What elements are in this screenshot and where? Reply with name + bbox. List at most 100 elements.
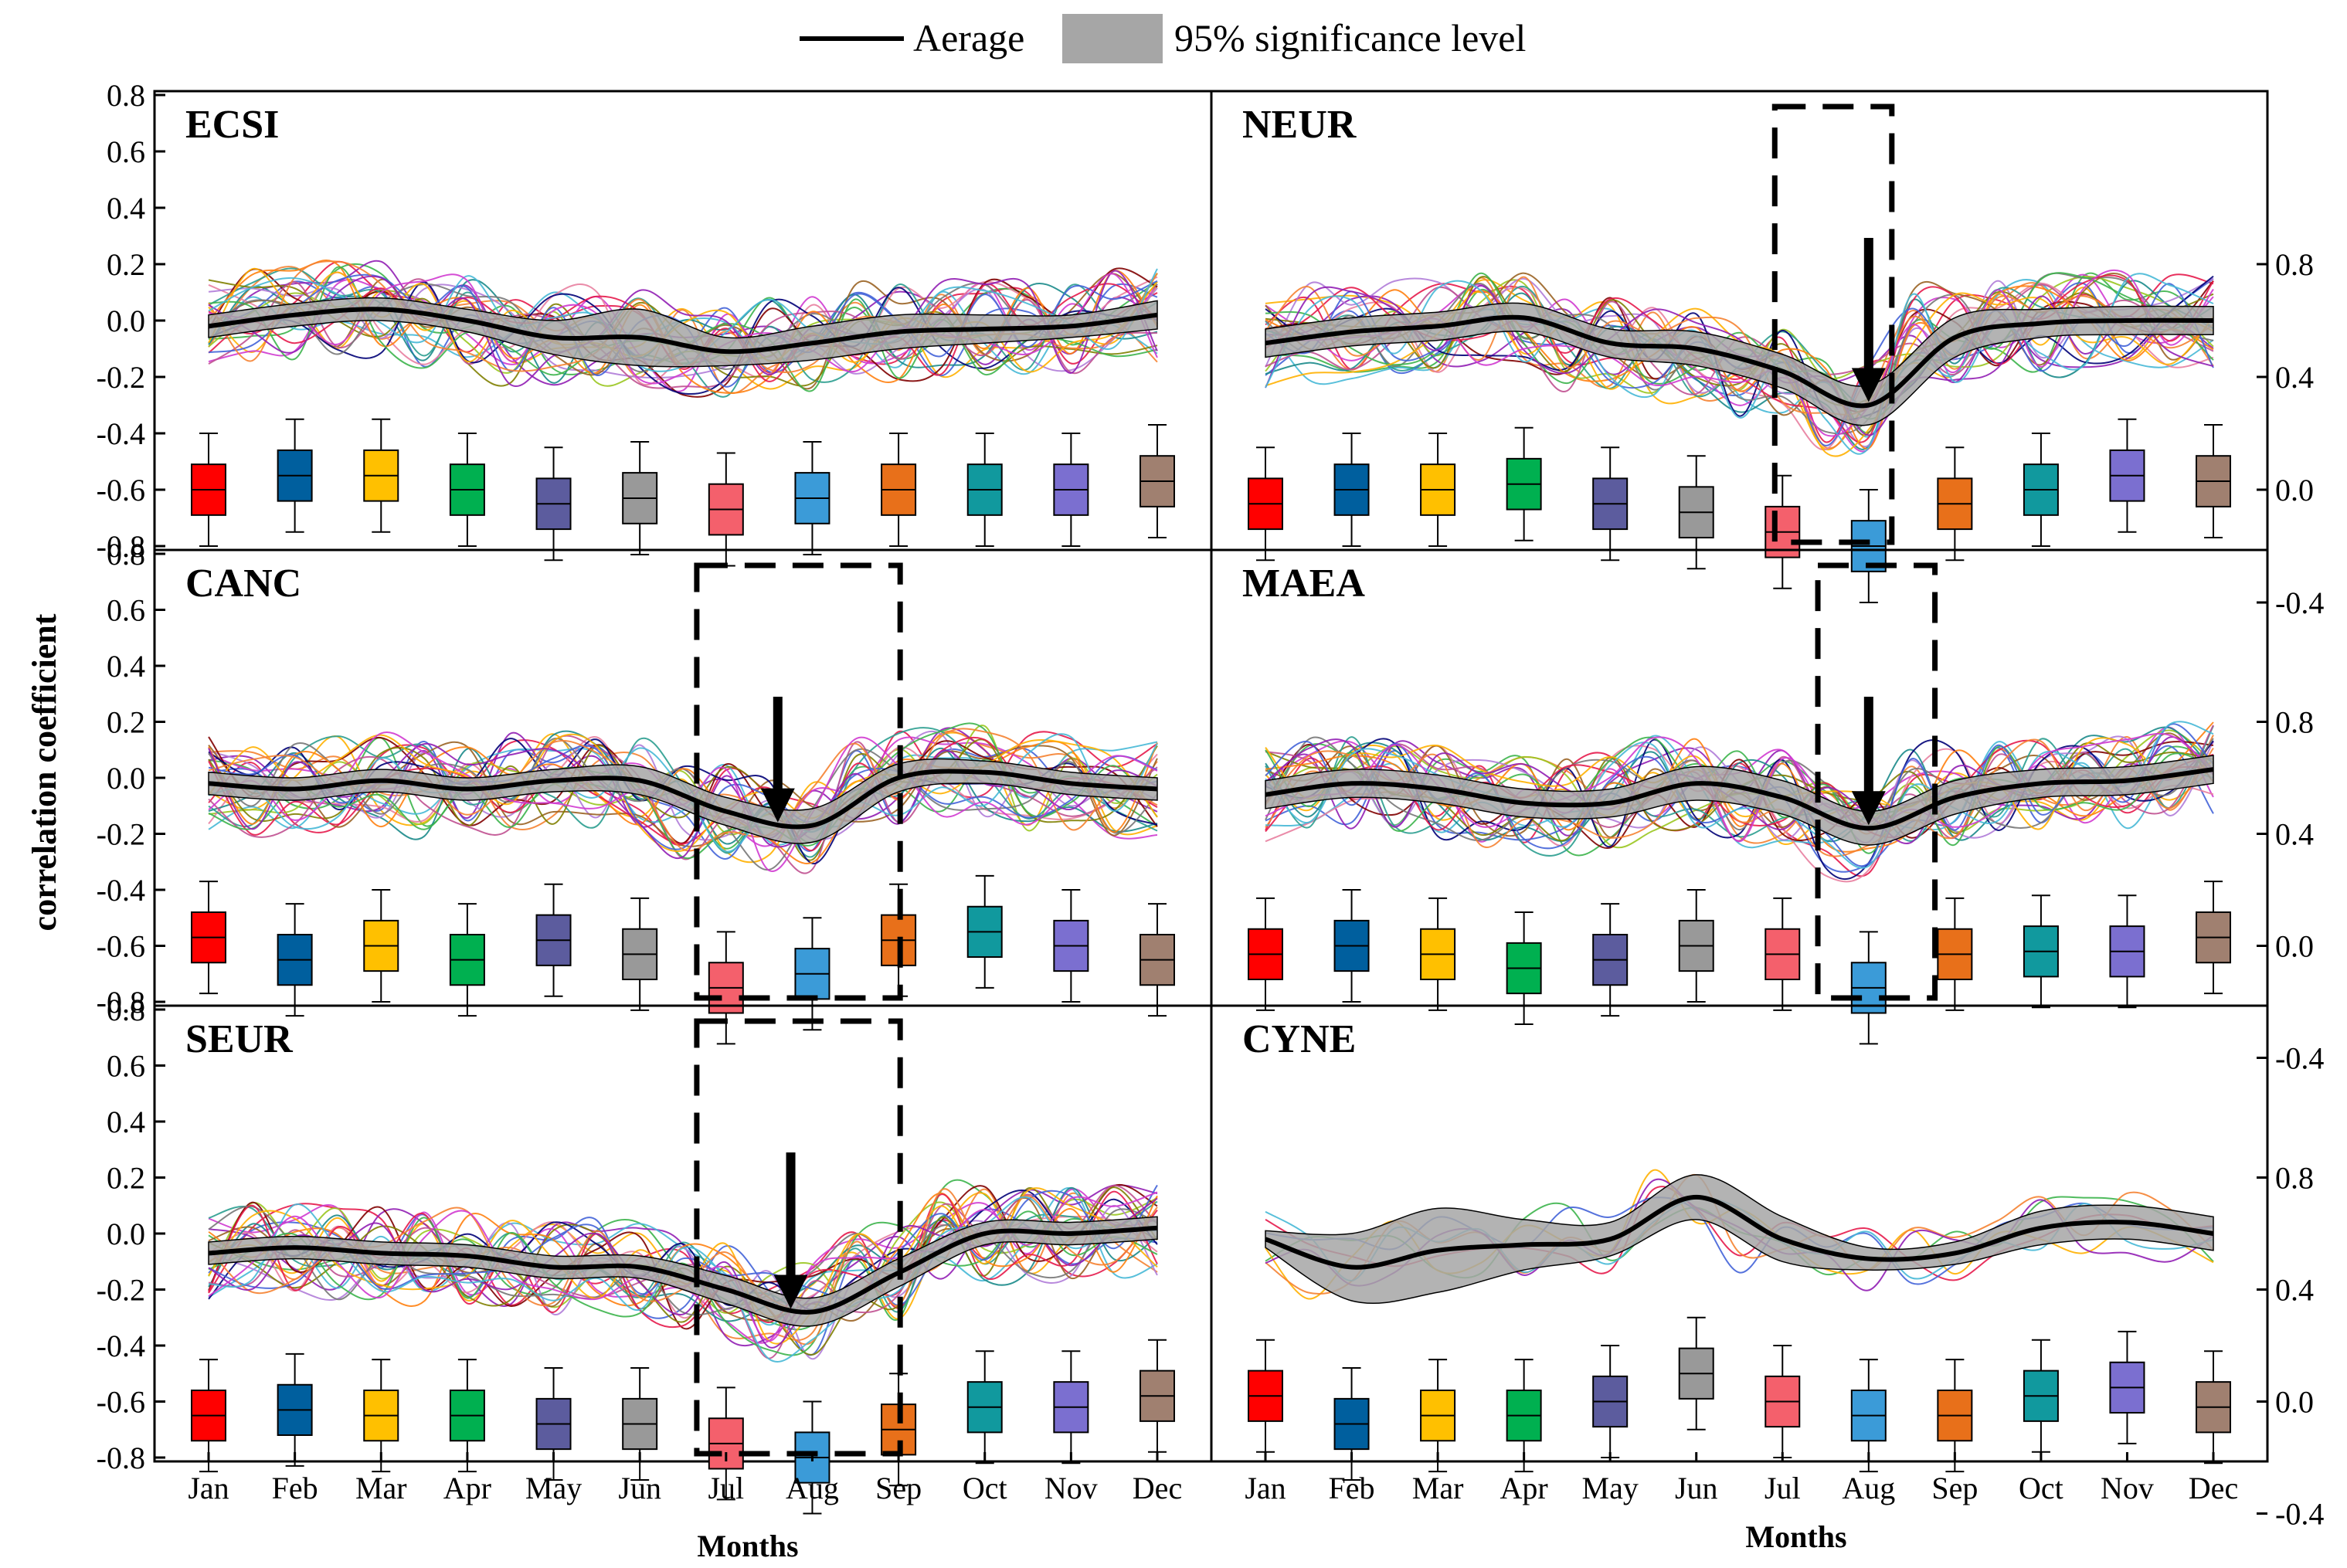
y-tick-label: -0.2	[97, 1273, 145, 1308]
ensemble-line	[1265, 278, 2214, 410]
y-tick-label: -0.6	[97, 473, 145, 507]
ensemble-line	[208, 741, 1158, 860]
ensemble-line	[208, 730, 1158, 841]
x-tick-label: Jun	[1675, 1471, 1718, 1505]
highlight-arrow-head	[760, 788, 795, 823]
x-axis-label-left: Months	[697, 1529, 798, 1563]
highlight-arrow-head	[1851, 368, 1886, 402]
x-tick-label: Dec	[1133, 1471, 1182, 1505]
x-tick-label: Jan	[188, 1471, 229, 1505]
ensemble-line	[208, 1190, 1158, 1329]
highlight-box	[694, 1018, 903, 1457]
y-tick-label: 0.4	[107, 649, 145, 684]
y-tick-label: -0.2	[97, 817, 145, 852]
significance-band	[208, 758, 1158, 844]
average-line	[1265, 1194, 2214, 1270]
y-tick-label: -0.2	[97, 360, 145, 395]
significance-band	[1265, 302, 2214, 426]
right-tick-label: -0.4	[2275, 1497, 2324, 1532]
average-line	[208, 769, 1158, 830]
y-tick-label: -0.6	[97, 929, 145, 964]
x-tick-label: Feb	[272, 1471, 318, 1505]
ensemble-line	[208, 736, 1158, 851]
ensemble-line	[208, 281, 1158, 395]
x-tick-label: Mar	[355, 1471, 407, 1505]
ensemble-line	[208, 1187, 1158, 1345]
y-tick-label: 0.2	[107, 1161, 145, 1196]
x-tick-label: Nov	[1044, 1471, 1098, 1505]
y-tick-label: -0.8	[97, 1441, 145, 1475]
ensemble-line	[1265, 736, 2214, 841]
panel-ecsi: ECSI 0.8 0.6 0.4 0.2 0.0 -0.2 -0.4 -0.6 -0.8	[97, 78, 1213, 567]
panel-maea: MAEA 0.8 0.4 0.0 -0.4	[1210, 548, 2324, 1076]
x-tick-label: May	[1582, 1471, 1639, 1505]
ensemble-line	[1265, 273, 2214, 455]
y-tick-label: 0.0	[107, 1217, 145, 1251]
ensemble-line	[208, 1205, 1158, 1316]
panel-title-cyne: CYNE	[1242, 1017, 1356, 1061]
highlight-arrow-head	[773, 1274, 808, 1309]
y-tick-label: 0.6	[107, 593, 145, 628]
y-tick-label: -0.8	[97, 529, 145, 564]
panel-title-seur: SEUR	[185, 1017, 294, 1061]
y-tick-label: 0.6	[107, 134, 145, 169]
x-tick-label: Jun	[618, 1471, 661, 1505]
x-tick-label: Nov	[2101, 1471, 2154, 1505]
x-tick-label: Oct	[2019, 1471, 2063, 1505]
x-tick-label: Jan	[1245, 1471, 1286, 1505]
x-tick-label: Mar	[1412, 1471, 1464, 1505]
ensemble-line	[1265, 725, 2214, 857]
x-tick-label: Aug	[786, 1471, 839, 1505]
legend: Aerage 95% significance level	[800, 14, 1526, 63]
average-line	[1265, 314, 2214, 409]
y-tick-label: -0.4	[97, 873, 145, 908]
ensemble-line	[208, 273, 1158, 385]
y-tick-label: 0.0	[107, 304, 145, 338]
x-tick-label: Sep	[875, 1471, 922, 1505]
right-tick-label: 0.4	[2275, 360, 2314, 395]
x-axis-label-right: Months	[1745, 1519, 1846, 1554]
ensemble-line	[1265, 736, 2214, 854]
right-tick-label: -0.4	[2275, 1041, 2324, 1076]
y-tick-label: -0.4	[97, 1329, 145, 1363]
ensemble-line	[1265, 272, 2214, 420]
highlight-box	[694, 562, 903, 1001]
right-tick-label: 0.0	[2275, 1385, 2314, 1420]
x-tick-label: Jul	[1764, 1471, 1801, 1505]
ensemble-line	[208, 731, 1158, 872]
right-tick-label: -0.4	[2275, 585, 2324, 620]
y-tick-label: 0.6	[107, 1049, 145, 1084]
legend-band-swatch	[1062, 14, 1163, 63]
y-tick-label: 0.4	[107, 191, 145, 226]
x-tick-label: Dec	[2189, 1471, 2238, 1505]
panel-neur: NEUR 0.8 0.4 0.0 -0.4	[1210, 90, 2324, 620]
ensemble-line	[1265, 738, 2214, 881]
average-line	[208, 1225, 1158, 1315]
panel-title-neur: NEUR	[1242, 103, 1357, 147]
ensemble-line	[208, 738, 1158, 861]
x-tick-label: Aug	[1842, 1471, 1895, 1505]
y-tick-label: 0.8	[107, 537, 145, 572]
ensemble-line	[1265, 272, 2214, 435]
panel-cyne: CYNE 0.8 0.4 0.0 -0.4 Jan Feb Mar Apr May Jun Jul Au…	[1210, 1004, 2324, 1532]
right-tick-label: 0.8	[2275, 705, 2314, 740]
highlight-arrow-head	[1851, 791, 1886, 826]
x-tick-label: Oct	[963, 1471, 1007, 1505]
panels: ECSI 0.8 0.6 0.4 0.2 0.0 -0.2 -0.4 -0.6 -0.8 NEUR 0…	[97, 78, 2325, 1532]
significance-band	[1265, 755, 2214, 846]
x-tick-label: May	[525, 1471, 582, 1505]
right-tick-label: 0.0	[2275, 473, 2314, 507]
highlight-box	[1815, 562, 1938, 1001]
average-line	[208, 307, 1158, 355]
legend-band-label: 95% significance level	[1174, 16, 1526, 59]
ensemble-line	[208, 741, 1158, 847]
right-tick-label: 0.0	[2275, 929, 2314, 964]
ensemble-line	[208, 267, 1158, 398]
panel-title-maea: MAEA	[1242, 562, 1365, 606]
y-tick-label: -0.4	[97, 416, 145, 451]
highlight-box	[1771, 104, 1895, 545]
y-tick-label: 0.4	[107, 1105, 145, 1139]
ensemble-line	[208, 1183, 1158, 1330]
y-axis-label: correlation coefficient	[25, 613, 63, 931]
